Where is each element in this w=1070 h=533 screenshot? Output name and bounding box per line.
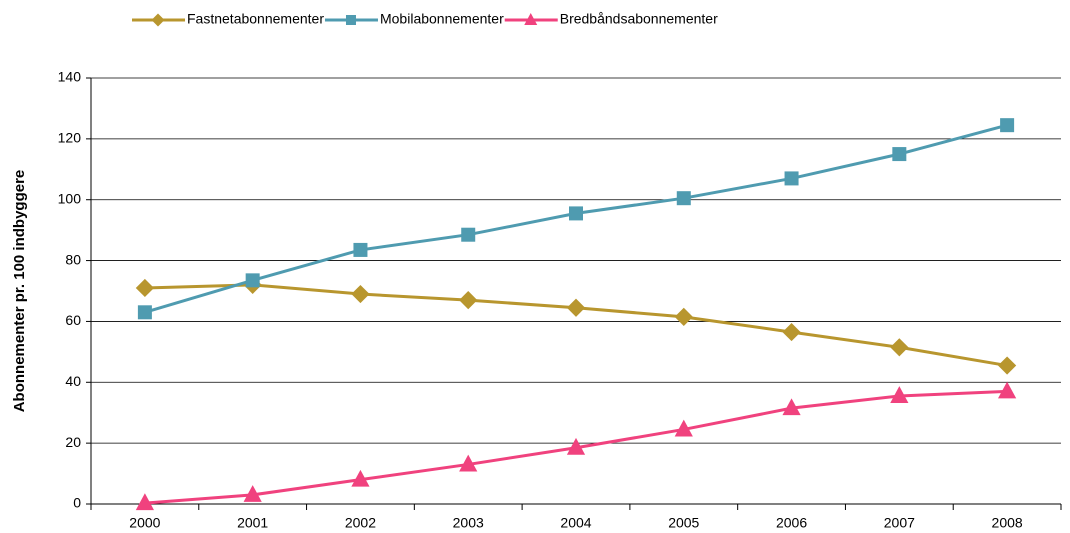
point (782, 398, 801, 416)
x-tick-label: 2008 (992, 515, 1023, 531)
point (998, 381, 1017, 399)
point (784, 171, 799, 186)
point (135, 278, 154, 298)
series-line (144, 283, 1008, 368)
point (137, 305, 152, 320)
x-tick-label: 2003 (453, 515, 484, 531)
point (1000, 118, 1015, 133)
point (351, 469, 370, 487)
point (674, 307, 693, 326)
x-tick-label: 2007 (884, 515, 915, 531)
point (351, 284, 370, 304)
point (459, 454, 478, 472)
x-tick-label: 2005 (668, 515, 699, 531)
point (676, 191, 691, 206)
x-tick-label: 2006 (776, 515, 807, 531)
y-axis-label: Abonnementer pr. 100 indbyggere (11, 170, 28, 413)
legend-marker (524, 13, 538, 25)
point (461, 227, 476, 242)
point (674, 419, 693, 437)
point (353, 242, 368, 257)
y-tick-label: 40 (65, 373, 81, 389)
point (890, 386, 909, 403)
x-tick-label: 2001 (237, 515, 268, 531)
y-tick-label: 120 (58, 130, 82, 146)
y-tick-label: 100 (58, 190, 82, 206)
x-tick-label: 2000 (129, 515, 160, 531)
y-tick-label: 140 (58, 69, 82, 85)
legend-label: Fastnetabonnementer (187, 11, 324, 27)
point (566, 298, 586, 317)
legend-marker (345, 15, 356, 25)
y-tick-label: 80 (65, 251, 81, 267)
y-tick-label: 20 (65, 434, 81, 450)
point (459, 291, 478, 310)
point (892, 147, 907, 162)
point (135, 493, 154, 511)
point (998, 356, 1017, 375)
point (890, 338, 909, 357)
y-tick-label: 0 (73, 495, 81, 511)
point (243, 485, 262, 502)
legend-label: Bredbåndsabonnementer (560, 11, 718, 27)
legend-item: Fastnetabonnementer (132, 11, 324, 27)
x-tick-label: 2002 (345, 515, 376, 531)
point (245, 273, 260, 288)
legend-item: Mobilabonnementer (324, 11, 504, 27)
y-tick-label: 60 (65, 312, 81, 328)
point (566, 437, 586, 455)
point (569, 206, 583, 221)
legend-item: Bredbåndsabonnementer (504, 11, 718, 27)
legend-label: Mobilabonnementer (380, 11, 504, 27)
x-tick-label: 2004 (560, 515, 591, 531)
point (782, 322, 801, 342)
legend-marker (151, 13, 165, 27)
